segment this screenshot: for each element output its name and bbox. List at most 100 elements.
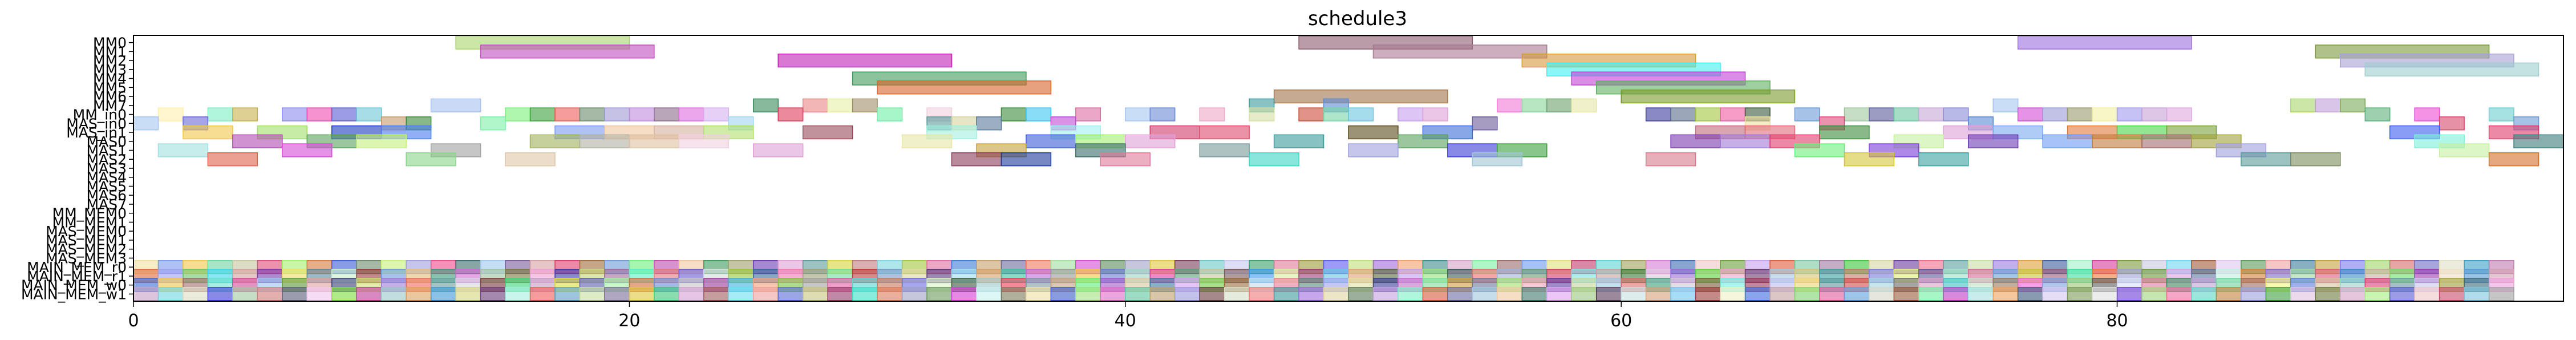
task-bar [2488,287,2514,301]
task-bar [752,98,779,112]
task-bar [1224,287,1250,301]
task-bar [1794,107,1820,122]
task-bar [802,125,853,140]
x-tick-label: 0 [128,311,139,331]
task-bar [1992,287,2019,301]
task-bar [1174,287,1200,301]
task-bar [1472,152,1523,167]
task-bar [306,287,333,301]
task-bar [703,107,730,122]
y-tick-label: MAIN_MEM_w1 [21,286,127,302]
task-bar [480,116,506,131]
task-bar [1472,116,1498,131]
task-bar [2116,287,2142,301]
task-bar [430,287,456,301]
task-bar [1645,107,1671,122]
task-bar [356,107,382,122]
task-bar [1001,287,1027,301]
task-bar [2364,62,2539,76]
y-tick-label: MAS_MEM3 [46,250,127,266]
task-bar [2389,287,2415,301]
task-bar [604,287,630,301]
task-bar [406,152,456,167]
task-bar [1497,98,1523,112]
task-bar [232,107,258,122]
task-bar [752,143,804,157]
task-bar [1819,287,1845,301]
task-bar [1967,134,2019,148]
y-tick-label: MAS_in1 [66,124,127,141]
task-bar [703,287,730,301]
y-tick-label: MAS2 [87,151,127,168]
task-bar [1050,287,1076,301]
task-bar [157,287,184,301]
task-bar [852,287,878,301]
x-tick-label: 80 [2106,311,2128,331]
task-bar [207,152,258,167]
task-bar [777,107,804,122]
task-bar [1794,287,1820,301]
task-bar [752,287,779,301]
task-bar [406,287,432,301]
task-bar [604,107,630,122]
task-bar [1348,125,1399,140]
task-bar [356,134,407,148]
task-bar [1323,287,1349,301]
task-bar [133,287,159,301]
task-bar [1571,287,1597,301]
y-tick-label: MAS_in0 [66,115,127,132]
y-tick-label: MAS_MEM0 [46,223,127,240]
task-bar [306,107,333,122]
task-bar [1001,107,1027,122]
task-bar [2439,143,2490,157]
task-bar [1125,287,1151,301]
task-bar [1670,134,1721,148]
task-bar [951,287,977,301]
task-bar [1249,287,1275,301]
task-bar [1497,287,1523,301]
task-bar [2141,134,2192,148]
task-bar [207,107,233,122]
task-bar [901,134,953,148]
task-bar [529,107,556,122]
y-tick-label: MM0 [93,35,127,51]
task-bar [2340,287,2366,301]
task-bar [2290,152,2341,167]
task-bar [1670,287,1696,301]
y-tick-label: MAS4 [87,169,127,186]
task-bar [232,287,258,301]
y-tick-label: MM3 [93,62,127,78]
task-bar [877,107,903,122]
task-bar [976,116,1002,131]
task-bar [2092,107,2118,122]
task-bar [877,287,903,301]
task-bar [877,80,1052,95]
task-bar [2017,287,2043,301]
task-bar [380,287,407,301]
task-bar [1869,287,1895,301]
task-bar [1372,44,1548,59]
task-bar [1125,134,1176,148]
task-bar [1744,287,1771,301]
task-bar [554,287,581,301]
task-bar [1571,98,1597,112]
task-bar [2116,107,2142,122]
task-bar [1844,107,1870,122]
task-bar [1298,107,1325,122]
task-bar [1893,287,1919,301]
y-tick-label: MAS6 [87,187,127,204]
task-bar [2290,98,2316,112]
task-bar [901,287,927,301]
x-tick-label: 40 [1115,311,1136,331]
task-bar [1720,134,1771,148]
task-bar [2439,116,2465,131]
task-bar [1794,143,1845,157]
task-bar [505,107,531,122]
chart-title: schedule3 [1308,7,1407,30]
task-bar [529,287,556,301]
task-bar [1621,287,1647,301]
task-bar [1398,134,1448,148]
task-bar [1273,134,1325,148]
task-bar [629,134,680,148]
task-bar [1323,107,1349,122]
